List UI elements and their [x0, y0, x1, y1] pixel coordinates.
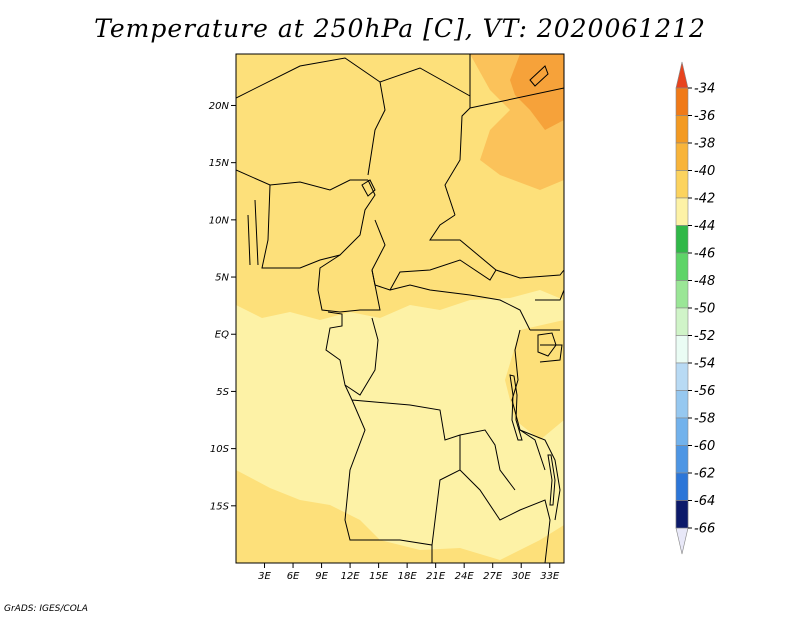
- lon-tick-label: 6E: [287, 571, 300, 582]
- colorbar-bottom-arrow: [675, 527, 689, 555]
- colorbar-label: -48: [694, 274, 715, 289]
- colorbar-label: -56: [694, 384, 715, 399]
- longitude-axis: 3E 6E 9E 12E 15E 18E 21E 24E 27E 30E 33E: [258, 563, 560, 582]
- colorbar-swatch: [675, 142, 689, 171]
- colorbar-label: -34: [694, 82, 715, 97]
- border-benin-togo: [247, 199, 259, 266]
- colorbar-label: -40: [694, 164, 715, 179]
- colorbar-swatch: [675, 472, 689, 501]
- colorbar-swatch: [675, 87, 689, 116]
- colorbar-label: -52: [694, 329, 715, 344]
- border-drc-west: [344, 384, 516, 491]
- border-mali-niger: [236, 169, 368, 191]
- lon-tick-label: 18E: [398, 571, 418, 582]
- border-egypt-sudan: [469, 54, 564, 109]
- lon-tick-label: 3E: [258, 571, 271, 582]
- colorbar-swatch: [675, 335, 689, 364]
- colorbar-label: -60: [694, 439, 715, 454]
- lat-tick-label: 15S: [210, 501, 230, 512]
- latitude-axis: 20N 15N 10N 5N EQ 5S 10S 15S: [209, 101, 236, 512]
- lat-tick-label: 5N: [215, 273, 229, 284]
- lake-malawi: [547, 454, 556, 506]
- colorbar-swatch: [675, 170, 689, 199]
- temperature-field: [236, 54, 564, 563]
- lakes: [361, 65, 557, 506]
- border-nigeria: [261, 179, 376, 269]
- colorbar-swatch: [675, 362, 689, 391]
- lake-victoria: [537, 332, 557, 357]
- lake-chad: [361, 179, 376, 197]
- lake-nasser: [529, 65, 549, 87]
- lon-tick-label: 27E: [483, 571, 503, 582]
- colorbar-swatch: [675, 280, 689, 309]
- colorbar-swatch: [675, 197, 689, 226]
- colorbar-label: -66: [694, 522, 715, 537]
- colorbar-label: -38: [694, 137, 715, 152]
- lon-tick-label: 9E: [315, 571, 328, 582]
- lon-tick-label: 24E: [455, 571, 475, 582]
- credit-text: GrADS: IGES/COLA: [4, 604, 88, 614]
- colorbar-label: -62: [694, 467, 715, 482]
- border-drc-east: [511, 329, 546, 471]
- border-angola: [344, 399, 461, 546]
- border-zambia: [431, 469, 551, 563]
- colorbar-swatch: [675, 307, 689, 336]
- colorbar-label: -44: [694, 219, 715, 234]
- plot-frame: [235, 53, 565, 564]
- border-sudan-southsudan: [429, 214, 564, 279]
- colorbar-swatch: [675, 225, 689, 254]
- border-chad-car: [371, 219, 497, 291]
- colorbar: -34 -36 -38 -40 -42 -44 -46 -48 -50 -52 -54 -56 -58 -…: [675, 61, 715, 555]
- lon-tick-label: 15E: [369, 571, 389, 582]
- country-borders: [236, 54, 564, 563]
- field-warm-north: [236, 54, 564, 320]
- lon-tick-label: 33E: [540, 571, 560, 582]
- lon-tick-label: 12E: [341, 571, 361, 582]
- lat-tick-label: 20N: [209, 101, 230, 112]
- colorbar-swatch: [675, 115, 689, 144]
- border-libya-chad: [379, 67, 471, 216]
- lat-tick-label: 5S: [216, 387, 229, 398]
- lat-tick-label: 10S: [210, 444, 230, 455]
- colorbar-swatch: [675, 445, 689, 474]
- colorbar-label: -46: [694, 247, 715, 262]
- colorbar-swatch: [675, 252, 689, 281]
- lon-tick-label: 30E: [512, 571, 532, 582]
- border-tanzania: [519, 429, 561, 521]
- lat-tick-label: 10N: [209, 215, 230, 226]
- border-gabon-congo: [325, 311, 379, 396]
- colorbar-top-arrow: [675, 61, 689, 89]
- colorbar-label: -50: [694, 302, 715, 317]
- border-kenya-uganda: [530, 289, 564, 363]
- colorbar-label: -64: [694, 494, 715, 509]
- colorbar-label: -42: [694, 192, 715, 207]
- colorbar-swatch-last: [675, 500, 689, 529]
- border-drc-north: [389, 284, 531, 331]
- colorbar-swatch: [675, 417, 689, 446]
- colorbar-label: -36: [694, 109, 715, 124]
- field-warm-east: [505, 320, 564, 440]
- field-hot-northeast: [510, 54, 564, 130]
- lon-tick-label: 21E: [426, 571, 446, 582]
- border-cameroon: [317, 254, 381, 313]
- field-warm-south: [236, 470, 564, 563]
- lat-tick-label: EQ: [215, 330, 229, 341]
- lat-tick-label: 15N: [209, 158, 230, 169]
- chart-title: Temperature at 250hPa [C], VT: 202006121…: [94, 14, 706, 43]
- colorbar-label: -54: [694, 357, 715, 372]
- colorbar-label: -58: [694, 412, 715, 427]
- lake-tanganyika: [509, 374, 523, 441]
- colorbar-swatch: [675, 390, 689, 419]
